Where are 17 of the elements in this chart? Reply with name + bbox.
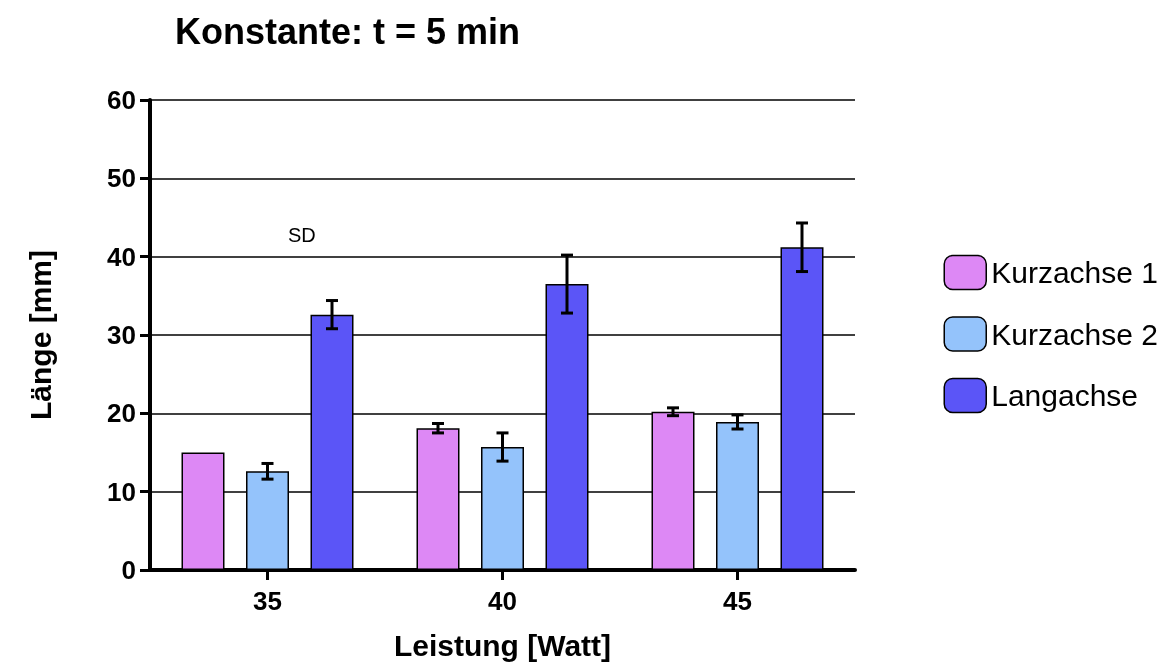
legend-label: Langachse bbox=[991, 379, 1139, 412]
y-tick-label: 0 bbox=[121, 555, 136, 585]
y-tick-label: 30 bbox=[107, 320, 136, 350]
y-tick-label: 60 bbox=[107, 85, 136, 115]
x-tick-label: 35 bbox=[253, 586, 282, 616]
annotation: SD bbox=[288, 224, 316, 246]
x-tick-label: 40 bbox=[488, 586, 517, 616]
x-axis-title: Leistung [Watt] bbox=[393, 628, 612, 662]
y-tick-label: 10 bbox=[107, 476, 136, 507]
legend-label: Kurzachse 1 bbox=[991, 256, 1159, 289]
legend-label: Kurzachse 2 bbox=[991, 317, 1159, 351]
y-tick-label: 50 bbox=[107, 163, 136, 194]
y-axis-title: Länge [mm] bbox=[23, 249, 57, 421]
x-tick-label: 45 bbox=[723, 586, 752, 616]
y-tick-label: 40 bbox=[107, 241, 136, 272]
chart-title: Konstante: t = 5 min bbox=[175, 10, 521, 52]
y-tick-label: 20 bbox=[107, 398, 136, 429]
